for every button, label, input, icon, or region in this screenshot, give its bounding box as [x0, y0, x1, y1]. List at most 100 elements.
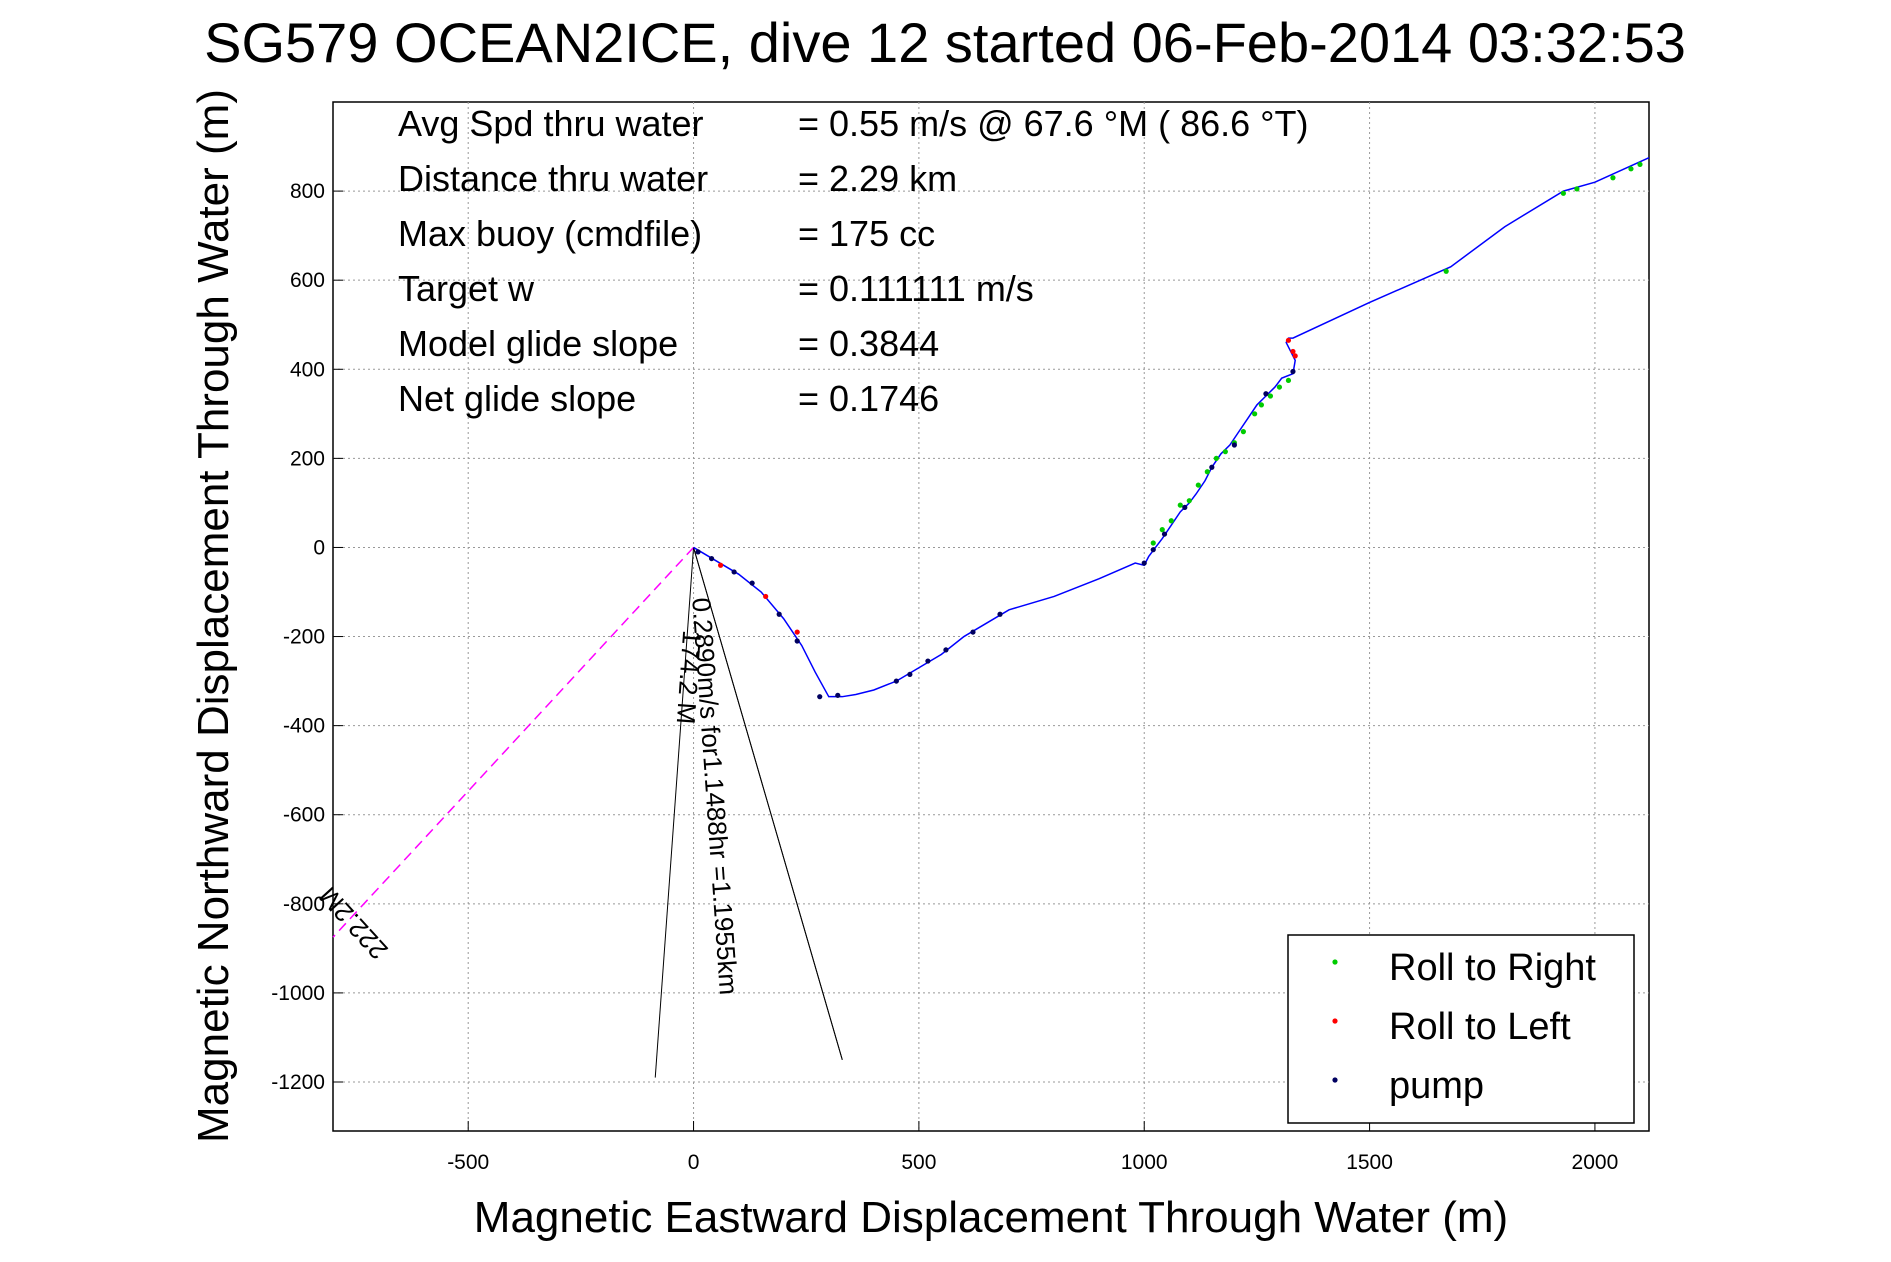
pump-point	[1161, 531, 1168, 537]
pump-point	[997, 611, 1003, 617]
heading-line	[693, 547, 843, 1060]
roll-right-point	[1195, 482, 1201, 488]
roll-right-point	[1252, 411, 1258, 417]
roll-right-point	[1150, 540, 1156, 546]
roll-right-point	[1177, 502, 1183, 508]
pump-point	[1150, 547, 1156, 553]
pump-point	[749, 580, 755, 586]
stat-value: = 2.29 km	[798, 158, 957, 199]
legend-label: pump	[1389, 1065, 1484, 1107]
x-tick-label: -500	[447, 1151, 489, 1174]
legend-marker	[1332, 1077, 1338, 1083]
x-tick-label: 1500	[1346, 1151, 1393, 1174]
legend-label: Roll to Right	[1389, 947, 1596, 989]
stat-value: = 0.111111 m/s	[798, 268, 1034, 309]
track-series	[693, 156, 1650, 698]
stat-value: = 0.3844	[798, 323, 939, 364]
roll-right-point	[1637, 161, 1643, 167]
stat-label: Avg Spd thru water	[398, 103, 704, 144]
stat-label: Model glide slope	[398, 323, 678, 364]
y-tick-label: 600	[290, 269, 325, 292]
y-tick-label: -1000	[271, 982, 325, 1005]
legend-marker	[1332, 1018, 1338, 1024]
x-tick-label: 2000	[1572, 1151, 1619, 1174]
pump-point	[776, 611, 782, 617]
stats-block: Avg Spd thru water = 0.55 m/s @ 67.6 °M (…	[398, 103, 1309, 419]
pump-point	[907, 671, 913, 678]
roll-right-point	[1267, 393, 1274, 399]
stat-label: Distance thru water	[398, 158, 708, 199]
current-vector-line	[332, 546, 695, 938]
roll-right-point	[1628, 166, 1634, 172]
y-tick-label: 0	[313, 536, 325, 559]
pump-point	[731, 569, 737, 575]
legend-items: Roll to Right Roll to Left pump	[1332, 947, 1596, 1107]
pump-point	[817, 694, 823, 700]
roll-left-point	[1292, 353, 1298, 359]
roll-left-point	[1290, 348, 1296, 355]
glider-track-line	[693, 156, 1650, 698]
roll-right-point	[1222, 449, 1228, 455]
y-tick-label: -400	[283, 715, 325, 738]
marker-series	[695, 161, 1643, 700]
pump-point	[695, 549, 701, 555]
pump-point	[1182, 504, 1188, 510]
roll-right-point	[1276, 384, 1283, 390]
y-tick-label: 800	[290, 180, 325, 203]
x-axis-label: Magnetic Eastward Displacement Through W…	[474, 1193, 1508, 1242]
roll-right-point	[1168, 518, 1174, 524]
pump-point	[794, 638, 800, 644]
heading-line	[654, 547, 695, 1078]
y-tick-label: -800	[283, 893, 325, 916]
pump-point	[893, 678, 899, 684]
pump-point	[1290, 368, 1296, 375]
y-axis-ticks: -1200 -1000 -800 -600 -400 -200 0 200 400 600 800	[271, 180, 343, 1094]
roll-left-point	[717, 562, 724, 568]
chart-title: SG579 OCEAN2ICE, dive 12 started 06-Feb-…	[204, 11, 1686, 74]
stat-label: Max buoy (cmdfile)	[398, 213, 702, 254]
stat-label: Target w	[398, 268, 535, 309]
roll-right-point	[1285, 377, 1292, 384]
y-tick-label: 200	[290, 447, 325, 470]
roll-right-point	[1204, 469, 1210, 475]
stat-value: = 0.1746	[798, 378, 939, 419]
x-tick-label: 1000	[1121, 1151, 1168, 1174]
pump-point	[1231, 442, 1237, 448]
roll-right-point	[1443, 268, 1449, 274]
x-tick-label: 0	[688, 1151, 700, 1174]
legend-marker	[1332, 959, 1338, 965]
legend: Roll to Right Roll to Left pump	[1287, 934, 1635, 1124]
stat-value: = 0.55 m/s @ 67.6 °M ( 86.6 °T)	[798, 103, 1309, 144]
y-tick-label: -600	[283, 804, 325, 827]
roll-right-point	[1213, 455, 1219, 461]
roll-right-point	[1240, 429, 1246, 435]
roll-left-point	[1285, 337, 1292, 343]
roll-right-point	[1186, 498, 1192, 504]
pump-point	[1263, 391, 1269, 397]
legend-box	[1287, 934, 1635, 1124]
pump-point	[1141, 560, 1147, 566]
heading-label: 174.2 M	[671, 629, 707, 725]
roll-right-point	[1574, 186, 1580, 192]
stat-value: = 175 cc	[798, 213, 935, 254]
x-tick-label: 500	[901, 1151, 936, 1174]
pump-point	[708, 555, 715, 562]
y-tick-label: -200	[283, 626, 325, 649]
legend-label: Roll to Left	[1389, 1006, 1571, 1048]
roll-left-point	[763, 593, 769, 600]
pump-point	[925, 658, 931, 664]
stat-label: Net glide slope	[398, 378, 636, 419]
roll-right-point	[1560, 190, 1566, 196]
roll-right-point	[1159, 527, 1165, 533]
roll-right-point	[1610, 175, 1616, 181]
y-tick-label: 400	[290, 358, 325, 381]
pump-point	[943, 647, 949, 653]
y-axis-label: Magnetic Northward Displacement Through …	[189, 89, 238, 1143]
pump-point	[835, 692, 841, 698]
roll-left-point	[794, 629, 800, 635]
pump-point	[970, 629, 976, 635]
pump-point	[1209, 464, 1215, 470]
roll-right-point	[1258, 402, 1265, 408]
y-tick-label: -1200	[271, 1071, 325, 1094]
